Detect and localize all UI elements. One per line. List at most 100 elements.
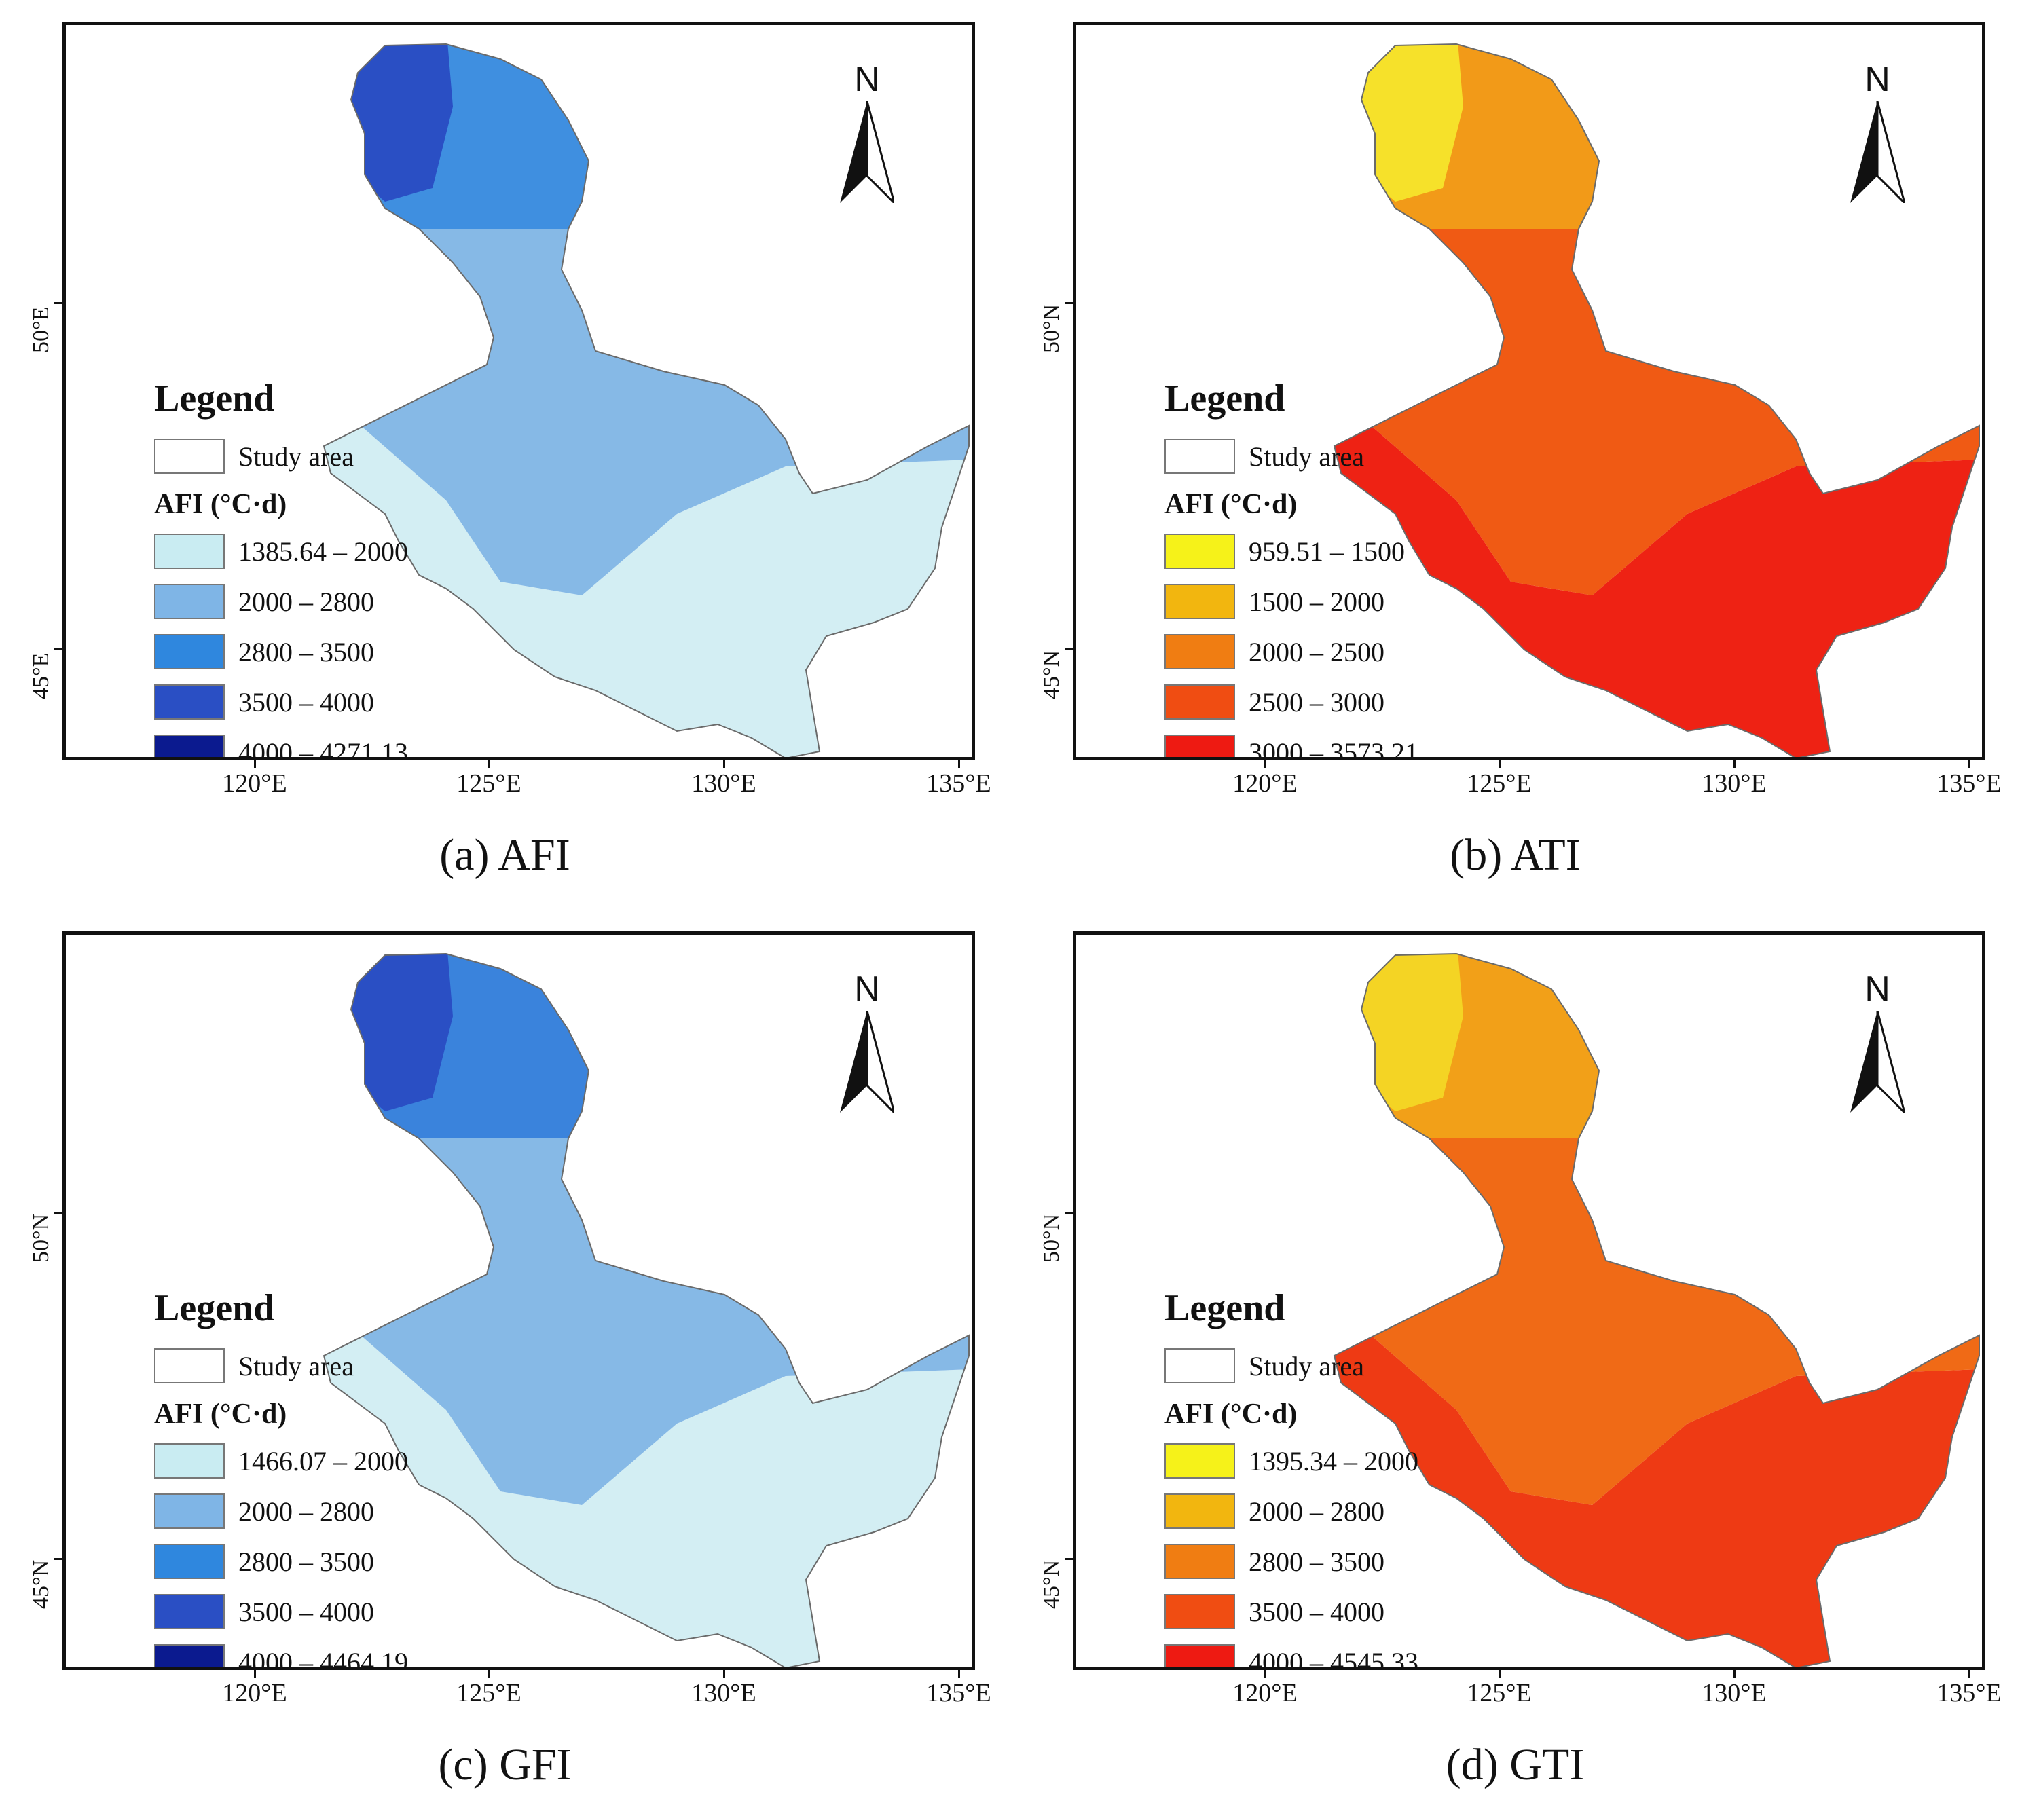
study-area-label: Study area — [238, 1350, 354, 1381]
study-area-swatch — [154, 1348, 225, 1383]
legend: Legend Study area AFI (°C·d) 1395.34 – 2000… — [1164, 1286, 1418, 1667]
legend-class: 2000 – 2800 — [1164, 1493, 1418, 1529]
map-frame: N Legend Study area AFI (°C·d) 959.51 – 1500… — [1073, 22, 1985, 760]
legend-class: 4000 – 4271.13 — [154, 734, 408, 760]
zone-south — [324, 405, 969, 757]
longitude-tick-mark — [488, 1669, 490, 1678]
longitude-tick-label: 120°E — [1232, 769, 1298, 798]
panel-caption: (d) GTI — [1446, 1740, 1585, 1789]
legend-range: 959.51 – 1500 — [1249, 536, 1405, 567]
region-map — [1333, 43, 1980, 757]
legend-swatch — [1164, 584, 1235, 619]
legend-range: 2800 – 3500 — [238, 1546, 374, 1577]
legend-range: 4000 – 4271.13 — [238, 737, 408, 760]
longitude-tick-label: 130°E — [1702, 1679, 1767, 1707]
study-area-outline — [323, 952, 970, 1667]
legend-swatch — [1164, 1644, 1235, 1667]
longitude-tick-mark — [254, 759, 256, 768]
longitude-tick-label: 120°E — [222, 769, 287, 798]
longitude-tick-label: 135°E — [926, 769, 991, 798]
legend-variable-label: AFI (°C·d) — [1164, 489, 1298, 520]
panel-caption: (b) ATI — [1450, 830, 1581, 880]
map-panel-afi: N Legend Study area AFI (°C·d) 1385.64 – 200… — [0, 0, 1010, 910]
legend-swatch — [154, 634, 225, 669]
longitude-tick-mark — [1264, 759, 1266, 768]
longitude-tick-mark — [1968, 1669, 1970, 1678]
legend-class: 1385.64 – 2000 — [154, 533, 408, 570]
longitude-tick-mark — [1968, 759, 1970, 768]
latitude-tick-mark — [54, 1212, 64, 1214]
longitude-tick-mark — [958, 759, 960, 768]
legend-swatch — [1164, 1443, 1235, 1479]
longitude-tick-label: 135°E — [1936, 769, 2002, 798]
longitude-tick-label: 130°E — [1702, 769, 1767, 798]
legend-swatch — [1164, 684, 1235, 720]
latitude-tick-label: 45°E — [29, 652, 54, 699]
latitude-tick-label: 45°N — [1039, 1559, 1064, 1609]
latitude-tick-mark — [54, 302, 64, 304]
legend-title: Legend — [1164, 377, 1285, 420]
legend-title: Legend — [1164, 1287, 1285, 1329]
legend-class: 3500 – 4000 — [154, 684, 408, 720]
longitude-tick-label: 135°E — [1936, 1679, 2002, 1707]
north-label: N — [854, 969, 880, 1009]
legend-swatch — [1164, 534, 1235, 569]
legend-title: Legend — [154, 377, 275, 420]
north-label: N — [854, 60, 880, 99]
north-arrow: N — [833, 969, 901, 1113]
legend-range: 2000 – 2800 — [1249, 1496, 1384, 1527]
legend-class: 2800 – 3500 — [154, 633, 408, 670]
legend-swatch — [154, 1443, 225, 1479]
legend-swatch — [1164, 634, 1235, 669]
legend-class: 2500 – 3000 — [1164, 684, 1418, 720]
longitude-tick-mark — [1733, 759, 1736, 768]
longitude-tick-label: 125°E — [1467, 1679, 1532, 1707]
latitude-tick-label: 50°N — [1039, 1213, 1064, 1263]
legend-range: 2800 – 3500 — [238, 636, 374, 667]
longitude-tick-label: 120°E — [222, 1679, 287, 1707]
north-label: N — [1865, 60, 1890, 99]
legend-swatch — [154, 1644, 225, 1667]
zone-north-tip — [1348, 44, 1463, 202]
longitude-tick-label: 125°E — [456, 1679, 521, 1707]
legend: Legend Study area AFI (°C·d) 1385.64 – 2000… — [154, 377, 408, 760]
longitude-tick-mark — [1264, 1669, 1266, 1678]
legend-swatch — [154, 534, 225, 569]
legend-class: 1395.34 – 2000 — [1164, 1443, 1418, 1479]
legend-swatch — [154, 1544, 225, 1579]
legend-variable-label: AFI (°C·d) — [1164, 1398, 1298, 1430]
legend-class: 2800 – 3500 — [154, 1543, 408, 1580]
legend-class: 4000 – 4464.19 — [154, 1643, 408, 1670]
study-area-label: Study area — [1249, 441, 1364, 472]
legend-study-area: Study area — [1164, 438, 1418, 475]
legend-variable-label: AFI (°C·d) — [154, 489, 287, 520]
legend: Legend Study area AFI (°C·d) 959.51 – 1500 1… — [1164, 377, 1418, 757]
study-area-outline — [1333, 43, 1980, 757]
legend-class: 959.51 – 1500 — [1164, 533, 1418, 570]
legend-range: 3500 – 4000 — [238, 1596, 374, 1627]
north-arrow-icon — [840, 101, 894, 203]
legend-class: 1500 – 2000 — [1164, 583, 1418, 620]
longitude-tick-mark — [1733, 1669, 1736, 1678]
longitude-tick-label: 130°E — [691, 1679, 756, 1707]
legend-class: 1466.07 – 2000 — [154, 1443, 408, 1479]
legend-range: 2000 – 2800 — [238, 1496, 374, 1527]
north-label: N — [1865, 969, 1890, 1009]
longitude-tick-label: 130°E — [691, 769, 756, 798]
legend: Legend Study area AFI (°C·d) 1466.07 – 2000… — [154, 1286, 408, 1670]
legend-swatch — [154, 584, 225, 619]
study-area-swatch — [154, 439, 225, 474]
legend-class: 3000 – 3573.21 — [1164, 734, 1418, 757]
region-map — [323, 43, 970, 757]
map-frame: N Legend Study area AFI (°C·d) 1466.07 – 200… — [62, 931, 975, 1670]
longitude-tick-mark — [1499, 759, 1501, 768]
zone-north-tip — [337, 954, 453, 1111]
legend-range: 1395.34 – 2000 — [1249, 1445, 1418, 1477]
legend-swatch — [154, 1594, 225, 1629]
legend-range: 4000 – 4464.19 — [238, 1646, 408, 1670]
legend-variable-label: AFI (°C·d) — [154, 1398, 287, 1430]
legend-range: 2000 – 2800 — [238, 586, 374, 617]
legend-study-area: Study area — [154, 438, 408, 475]
latitude-tick-label: 50°E — [29, 306, 54, 353]
north-arrow: N — [833, 59, 901, 203]
